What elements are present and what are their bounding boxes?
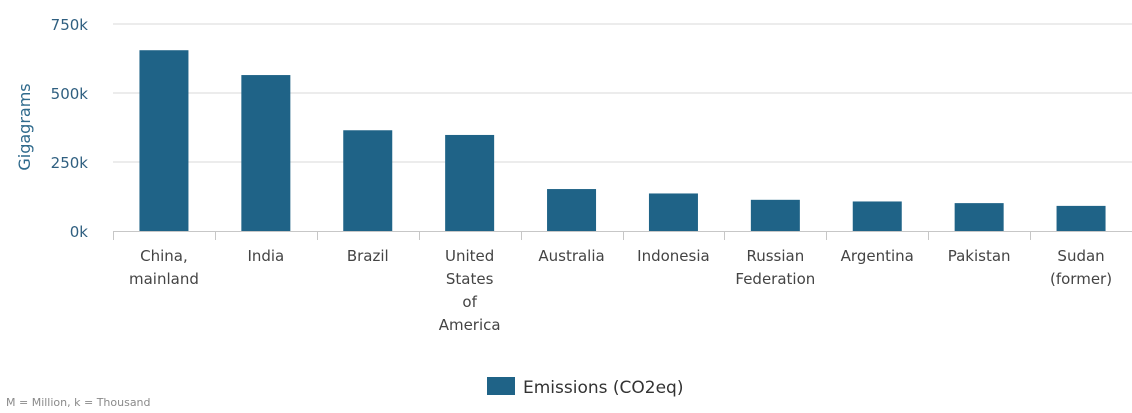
legend-swatch	[487, 377, 515, 395]
y-axis-ticks: 0k 250k 500k 750k	[51, 16, 89, 241]
x-tick-label: Pakistan	[948, 247, 1011, 265]
x-tick-label: Argentina	[841, 247, 914, 265]
bar[interactable]	[648, 193, 698, 231]
bar[interactable]	[547, 189, 597, 231]
bar[interactable]	[445, 134, 495, 231]
x-tick-label: Indonesia	[637, 247, 710, 265]
bar[interactable]	[750, 199, 800, 231]
x-tick-label: United States of America	[439, 247, 501, 334]
legend[interactable]: Emissions (CO2eq)	[487, 377, 683, 398]
bar[interactable]	[343, 130, 393, 231]
bars	[139, 50, 1106, 231]
y-axis-label: Gigagrams	[15, 83, 34, 170]
bar[interactable]	[954, 203, 1004, 231]
legend-label: Emissions (CO2eq)	[523, 378, 683, 398]
x-tick-label: India	[247, 247, 284, 265]
x-tick-label: Sudan (former)	[1050, 247, 1112, 288]
x-tick-label: Brazil	[347, 247, 389, 265]
x-tick-label: Russian Federation	[735, 247, 815, 288]
x-axis	[113, 231, 1132, 240]
x-tick-label: Australia	[538, 247, 604, 265]
y-tick-label: 0k	[70, 223, 89, 241]
bar[interactable]	[139, 50, 189, 231]
y-tick-label: 750k	[51, 16, 89, 34]
bar[interactable]	[1056, 205, 1106, 231]
y-tick-label: 250k	[51, 154, 89, 172]
x-axis-ticks: China, mainland India Brazil United States of A…	[129, 247, 1112, 334]
bar[interactable]	[241, 75, 291, 231]
footnote: M = Million, k = Thousand	[6, 396, 151, 409]
bar[interactable]	[852, 201, 902, 231]
y-tick-label: 500k	[51, 85, 89, 103]
x-tick-label: China, mainland	[129, 247, 199, 288]
